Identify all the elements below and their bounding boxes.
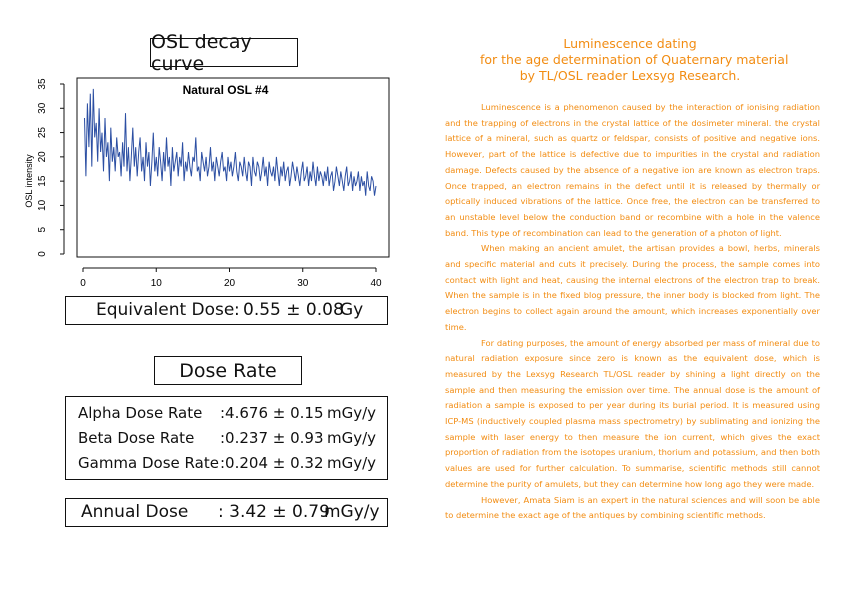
- equivalent-dose-unit: Gy: [340, 300, 364, 320]
- chart-title: Natural OSL #4: [183, 83, 269, 97]
- annual-dose-value: : 3.42 ± 0.79: [218, 502, 330, 522]
- x-tick-label: 10: [151, 278, 163, 289]
- equivalent-dose-value: 0.55 ± 0.08: [243, 300, 344, 320]
- annual-dose-label: Annual Dose: [81, 502, 189, 522]
- x-tick-label: 30: [297, 278, 309, 289]
- y-tick-label: 20: [37, 151, 48, 163]
- article-title: Luminescence dating for the age determin…: [480, 36, 789, 84]
- article-paragraph: For dating purposes, the amount of energ…: [445, 337, 820, 489]
- osl-series-line: [84, 88, 377, 196]
- rate-unit: mGy/y: [327, 454, 377, 472]
- article-title-line: Luminescence dating: [563, 36, 697, 51]
- x-tick-label: 40: [370, 278, 382, 289]
- x-tick-label: 20: [224, 278, 236, 289]
- rate-label: Alpha Dose Rate: [78, 404, 203, 422]
- rate-unit: mGy/y: [327, 429, 377, 447]
- article-body: Luminescence is a phenomenon caused by t…: [445, 100, 820, 524]
- annual-dose-box: Annual Dose : 3.42 ± 0.79 mGy/y: [65, 498, 388, 527]
- equivalent-dose-label: Equivalent Dose: [96, 300, 235, 320]
- article-paragraph: Luminescence is a phenomenon caused by t…: [445, 102, 820, 238]
- y-tick-label: 35: [37, 78, 48, 90]
- equivalent-dose-box: Equivalent Dose : 0.55 ± 0.08 Gy: [65, 296, 388, 325]
- osl-chart-svg: Natural OSL #4 0 5 10 15 20 25 30 35 OSL intensit…: [24, 77, 390, 289]
- y-tick-label: 15: [37, 175, 48, 187]
- osl-title-text: OSL decay curve: [151, 30, 252, 75]
- rate-unit: mGy/y: [327, 404, 377, 422]
- rate-value: :0.237 ± 0.93: [220, 429, 324, 447]
- article-paragraph: When making an ancient amulet, the artis…: [445, 243, 820, 332]
- y-axis-label: OSL intensity: [24, 154, 34, 208]
- y-tick-label: 10: [37, 199, 48, 211]
- rate-label: Gamma Dose Rate: [78, 454, 219, 472]
- article-title-line: for the age determination of Quaternary …: [480, 52, 789, 67]
- gamma-dose-rate-row: Gamma Dose Rate :0.204 ± 0.32 mGy/y: [66, 454, 387, 478]
- annual-dose-unit: mGy/y: [324, 502, 380, 522]
- y-tick-label: 5: [37, 226, 48, 232]
- y-tick-label: 30: [37, 102, 48, 114]
- y-tick-label: 0: [37, 251, 48, 257]
- rate-value: :4.676 ± 0.15: [220, 404, 324, 422]
- alpha-dose-rate-row: Alpha Dose Rate :4.676 ± 0.15 mGy/y: [66, 404, 387, 428]
- article-paragraph: However, Amata Siam is an expert in the …: [445, 494, 820, 521]
- plot-frame: [76, 77, 390, 258]
- osl-decay-curve-title: OSL decay curve: [150, 31, 298, 75]
- osl-chart: Natural OSL #4 0 5 10 15 20 25 30 35 OSL intensit…: [20, 76, 390, 291]
- equivalent-dose-colon: :: [234, 300, 240, 320]
- y-tick-label: 25: [37, 127, 48, 139]
- beta-dose-rate-row: Beta Dose Rate :0.237 ± 0.93 mGy/y: [66, 429, 387, 453]
- rate-label: Beta Dose Rate: [78, 429, 195, 447]
- dose-rate-title-text: Dose Rate: [179, 359, 277, 382]
- article-title-line: by TL/OSL reader Lexsyg Research.: [519, 68, 741, 83]
- dose-rate-title: Dose Rate: [154, 356, 302, 385]
- x-tick-label: 0: [80, 278, 86, 289]
- rate-value: :0.204 ± 0.32: [220, 454, 324, 472]
- dose-rate-box: Alpha Dose Rate :4.676 ± 0.15 mGy/y Beta…: [65, 396, 388, 480]
